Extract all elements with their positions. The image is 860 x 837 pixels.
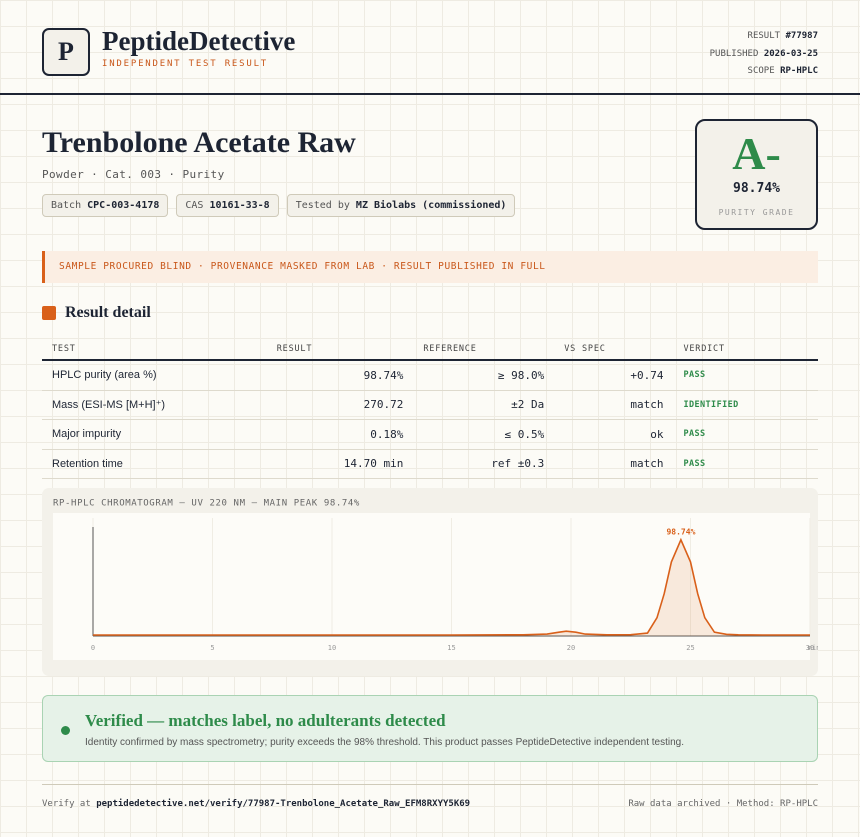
table-cell: ref ±0.3 <box>413 449 555 479</box>
verdict-box: Verified — matches label, no adulterants… <box>42 695 818 762</box>
meta-value: RP-HPLC <box>780 66 818 76</box>
table-body: HPLC purity (area %) 98.74% ≥ 98.0% +0.74 PA… <box>42 360 818 479</box>
table-cell: Retention time <box>42 449 267 479</box>
meta-row: SCOPE RP-HPLC <box>710 63 818 81</box>
column-header: VS SPEC <box>554 338 674 361</box>
verdict-cell: PASS <box>673 360 818 391</box>
verdict-cell: IDENTIFIED <box>673 390 818 420</box>
meta-row: PUBLISHED 2026-03-25 <box>710 46 818 64</box>
grade-label: PURITY GRADE <box>718 208 795 217</box>
x-tick-label: 25 <box>686 644 694 652</box>
table-cell: ≥ 98.0% <box>413 360 555 391</box>
verify-label: Verify at <box>42 799 91 809</box>
tagline: INDEPENDENT TEST RESULT <box>102 59 269 69</box>
table-cell: 98.74% <box>266 360 414 391</box>
header-row: TEST RESULT REFERENCE VS SPEC VERDICT <box>42 338 818 361</box>
x-tick-label: 10 <box>328 644 336 652</box>
x-tick-label: 20 <box>567 644 575 652</box>
footer-rule <box>42 784 818 785</box>
footer-note: Raw data archived · Method: RP-HPLC <box>628 799 818 809</box>
table-cell: HPLC purity (area %) <box>42 360 267 391</box>
x-tick-label: 30 <box>806 644 814 652</box>
table-cell: 0.18% <box>266 419 414 450</box>
table-cell: +0.74 <box>554 360 674 391</box>
header-rule <box>0 93 860 95</box>
table-cell: 14.70 min <box>266 449 414 479</box>
chip: Tested by MZ Biolabs (commissioned) <box>286 194 516 217</box>
table-row: Major impurity 0.18% ≤ 0.5% ok PASS <box>42 419 818 450</box>
chip-value: 10161-33-8 <box>209 200 270 211</box>
table-row: Mass (ESI-MS [M+H]⁺) 270.72 ±2 Da match IDEN… <box>42 390 818 420</box>
product-subtitle: Powder · Cat. 003 · Purity <box>42 168 225 181</box>
table-row: HPLC purity (area %) 98.74% ≥ 98.0% +0.74 PA… <box>42 360 818 391</box>
column-header: TEST <box>42 338 267 361</box>
table-cell: Major impurity <box>42 419 267 450</box>
grade-letter: A- <box>732 128 781 179</box>
meta-value: 2026-03-25 <box>763 48 818 59</box>
meta-label: SCOPE <box>747 66 775 76</box>
meta: RESULT #77987 PUBLISHED 2026-03-25 SCOPE… <box>710 28 818 81</box>
meta-value: #77987 <box>785 31 818 41</box>
verdict-text: Identity confirmed by mass spectrometry;… <box>85 737 685 748</box>
chart-title: RP-HPLC CHROMATOGRAM — UV 220 NM — MAIN … <box>53 499 360 509</box>
column-header: RESULT <box>266 338 414 361</box>
grade-purity: 98.74% <box>733 181 780 196</box>
brand: PeptideDetective <box>102 26 296 56</box>
verdict-cell: PASS <box>673 419 818 450</box>
chromatogram: RP-HPLC CHROMATOGRAM — UV 220 NM — MAIN … <box>42 488 820 676</box>
table-cell: Mass (ESI-MS [M+H]⁺) <box>42 390 267 420</box>
table-cell: match <box>554 390 674 420</box>
meta-label: RESULT <box>747 31 781 41</box>
verdict-cell: PASS <box>673 449 818 479</box>
column-header: VERDICT <box>673 338 818 361</box>
chip-value: MZ Biolabs (commissioned) <box>355 200 507 211</box>
chips: Batch CPC-003-4178 CAS 10161-33-8 Tested… <box>42 194 516 217</box>
verdict-title: Verified — matches label, no adulterants… <box>85 711 446 730</box>
banner: SAMPLE PROCURED BLIND · PROVENANCE MASKE… <box>42 251 818 283</box>
table-cell: 270.72 <box>266 390 414 420</box>
verify-url: peptidedetective.net/verify/77987-Trenbo… <box>96 799 471 809</box>
table-cell: ±2 Da <box>413 390 555 420</box>
meta-row: RESULT #77987 <box>710 28 818 46</box>
table-cell: match <box>554 449 674 479</box>
chromatogram-panel: RP-HPLC CHROMATOGRAM — UV 220 NM — MAIN … <box>42 488 820 676</box>
logo: P <box>42 28 90 76</box>
chip-label: CAS <box>185 200 204 211</box>
table-cell: ≤ 0.5% <box>413 419 555 450</box>
meta-label: PUBLISHED <box>709 48 759 59</box>
x-axis-label: min <box>808 644 818 652</box>
table-row: Retention time 14.70 min ref ±0.3 match PASS <box>42 449 818 479</box>
footer-verify: Verify at peptidedetective.net/verify/77… <box>42 799 470 809</box>
result-table: TEST RESULT REFERENCE VS SPEC VERDICT HPLC p… <box>42 338 818 479</box>
chip-label: Batch <box>51 200 82 211</box>
x-tick-label: 0 <box>91 644 95 652</box>
peak-label: 98.74% <box>666 527 695 536</box>
x-tick-label: 5 <box>210 644 214 652</box>
chip-label: Tested by <box>295 200 350 211</box>
section-title: Result detail <box>65 304 151 321</box>
product-title: Trenbolone Acetate Raw <box>42 126 356 159</box>
table-cell: ok <box>554 419 674 450</box>
column-header: REFERENCE <box>413 338 555 361</box>
peak-area <box>93 539 810 636</box>
section-marker <box>42 306 56 320</box>
trace-line <box>93 537 810 636</box>
x-tick-label: 15 <box>447 644 455 652</box>
chip-value: CPC-003-4178 <box>87 200 160 211</box>
table-head: TEST RESULT REFERENCE VS SPEC VERDICT <box>42 338 818 361</box>
grade-card: A- 98.74% PURITY GRADE <box>695 119 818 230</box>
verdict-dot <box>61 726 70 735</box>
chip: Batch CPC-003-4178 <box>42 194 169 217</box>
chip: CAS 10161-33-8 <box>176 194 279 217</box>
